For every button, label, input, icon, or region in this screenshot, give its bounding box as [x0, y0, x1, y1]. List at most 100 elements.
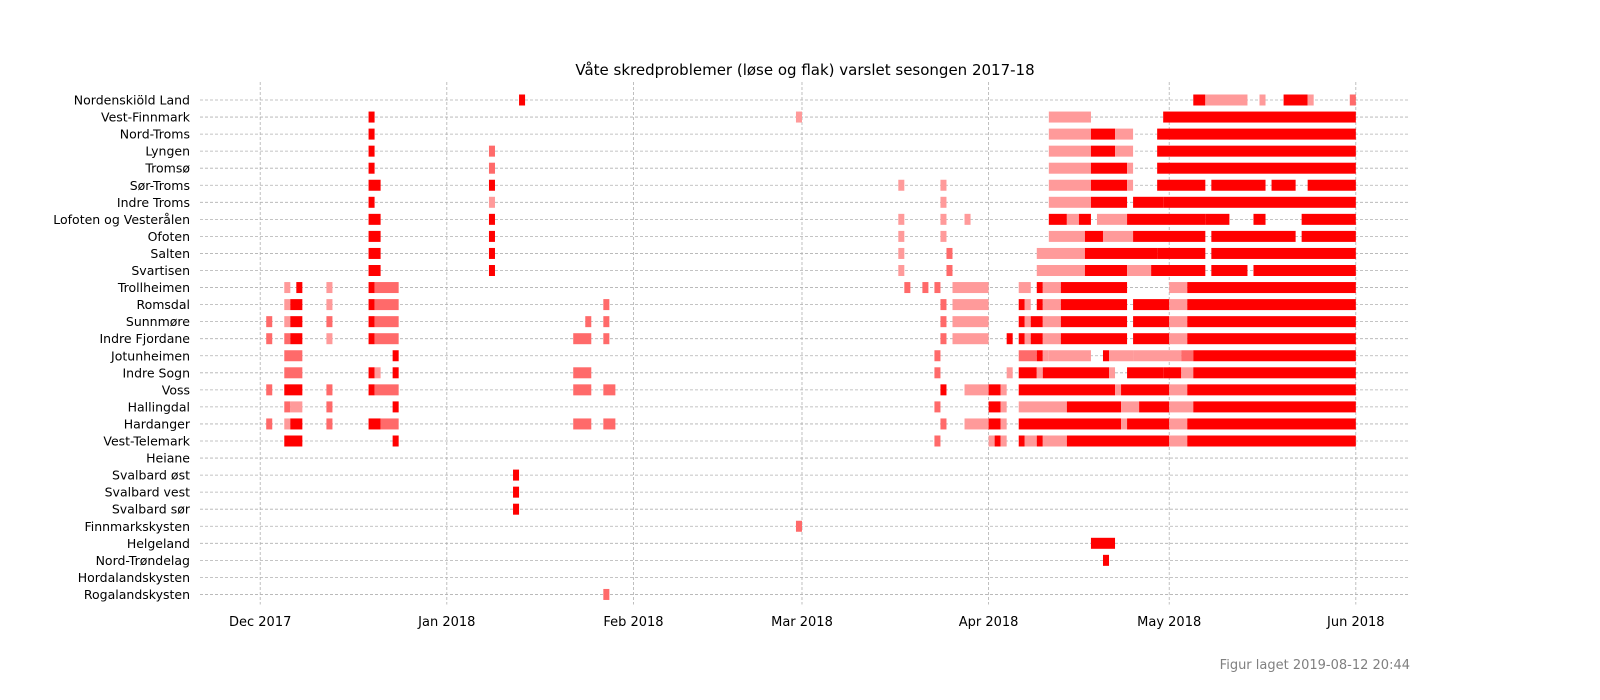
warning-bar [898, 230, 905, 242]
x-tick-label: Jun 2018 [1326, 615, 1385, 630]
warning-bar [326, 418, 333, 430]
warning-bar [1048, 111, 1091, 123]
warning-bar [488, 196, 495, 208]
warning-bar [1048, 162, 1091, 174]
region-labels: Nordenskiöld Land Vest-Finnmark Nord-Troms… [53, 93, 191, 602]
region-label: Lyngen [145, 144, 190, 159]
warning-bar [988, 401, 1001, 413]
warning-bar [1127, 265, 1152, 276]
warning-bar [368, 179, 381, 191]
warning-bar [1042, 316, 1061, 328]
warning-bar [988, 435, 995, 447]
warning-bar [1048, 213, 1067, 225]
warning-bar [1036, 265, 1085, 276]
warning-bar [1078, 213, 1091, 225]
warning-bar [284, 316, 291, 328]
warning-bar [1018, 384, 1116, 396]
warning-bar [374, 299, 399, 311]
warning-bar [488, 179, 495, 191]
warning-bar [1024, 299, 1031, 311]
warning-bar [1163, 111, 1356, 123]
x-tick-label: Apr 2018 [959, 615, 1019, 630]
warning-bar [290, 401, 303, 413]
x-tick-label: Feb 2018 [603, 615, 663, 630]
warning-bar [1000, 418, 1007, 430]
warning-bar [573, 333, 592, 345]
warning-bar [368, 316, 375, 328]
warning-bar [1036, 299, 1043, 311]
warning-bar [573, 367, 592, 379]
warning-bar [368, 162, 375, 174]
warning-bar [940, 213, 947, 225]
region-label: Vest-Finnmark [101, 110, 191, 125]
warning-bar [946, 247, 953, 259]
warning-bar [1109, 350, 1134, 362]
region-label: Hardanger [124, 416, 191, 431]
warning-bar [1163, 367, 1182, 379]
warning-bar [1066, 435, 1170, 447]
warning-bar [326, 316, 333, 328]
warning-bar [1036, 247, 1085, 259]
region-label: Hallingdal [128, 399, 190, 414]
warning-bar [1205, 213, 1230, 225]
warning-bar [1018, 333, 1025, 345]
warning-bar [1169, 282, 1188, 294]
warning-bar [1133, 333, 1170, 345]
warning-bar [1084, 230, 1103, 242]
figure-timestamp: Figur laget 2019-08-12 20:44 [1219, 658, 1410, 673]
warning-bar [1349, 94, 1356, 106]
warning-bar [1187, 418, 1356, 430]
region-label: Tromsø [144, 161, 190, 176]
warning-bar [1127, 162, 1134, 174]
warning-bar [513, 486, 520, 498]
warning-bar [1084, 247, 1158, 259]
warning-bar [1018, 367, 1037, 379]
region-label: Sør-Troms [130, 178, 190, 193]
warning-bar [1042, 333, 1061, 345]
warning-bar [1000, 384, 1007, 396]
region-label: Vest-Telemark [103, 434, 190, 449]
warning-bar [1102, 554, 1110, 566]
warning-bar [1066, 213, 1079, 225]
region-label: Svalbard vest [105, 485, 190, 500]
warning-bar [368, 247, 381, 259]
warning-bar [1048, 196, 1091, 208]
warning-bar [1301, 213, 1356, 225]
warning-bar [1121, 384, 1170, 396]
region-label: Sunnmøre [126, 314, 190, 329]
warning-bar [1030, 333, 1043, 345]
warning-bar [1090, 162, 1128, 174]
warning-bar [513, 469, 520, 481]
warning-bar [1024, 333, 1031, 345]
warning-bar [368, 111, 375, 123]
warning-bar [392, 435, 399, 447]
region-label: Indre Troms [117, 195, 190, 210]
warning-bar [1084, 265, 1128, 276]
warning-bar [1036, 367, 1043, 379]
warning-bar [1042, 282, 1061, 294]
warning-bar [368, 299, 375, 311]
warning-bar [1259, 94, 1266, 106]
warning-bar [1169, 418, 1188, 430]
warning-bar [374, 316, 399, 328]
warning-bar [1307, 179, 1356, 191]
region-label: Voss [162, 382, 190, 397]
warning-bar [952, 333, 989, 345]
warning-bar [964, 418, 989, 430]
warning-bar [1090, 145, 1116, 157]
warning-bar [1006, 367, 1013, 379]
warning-bar [1000, 435, 1007, 447]
warning-bar [1115, 128, 1134, 140]
warning-bar [904, 282, 911, 294]
warning-bar [1042, 367, 1110, 379]
warning-bar [368, 196, 375, 208]
x-tick-label: Dec 2017 [229, 615, 291, 630]
region-label: Romsdal [136, 297, 190, 312]
warning-bar [284, 435, 303, 447]
warning-bar [1018, 401, 1067, 413]
warning-bar [1133, 299, 1170, 311]
warning-bar [1018, 435, 1025, 447]
warning-bar [1307, 94, 1314, 106]
warning-bar [374, 282, 399, 294]
